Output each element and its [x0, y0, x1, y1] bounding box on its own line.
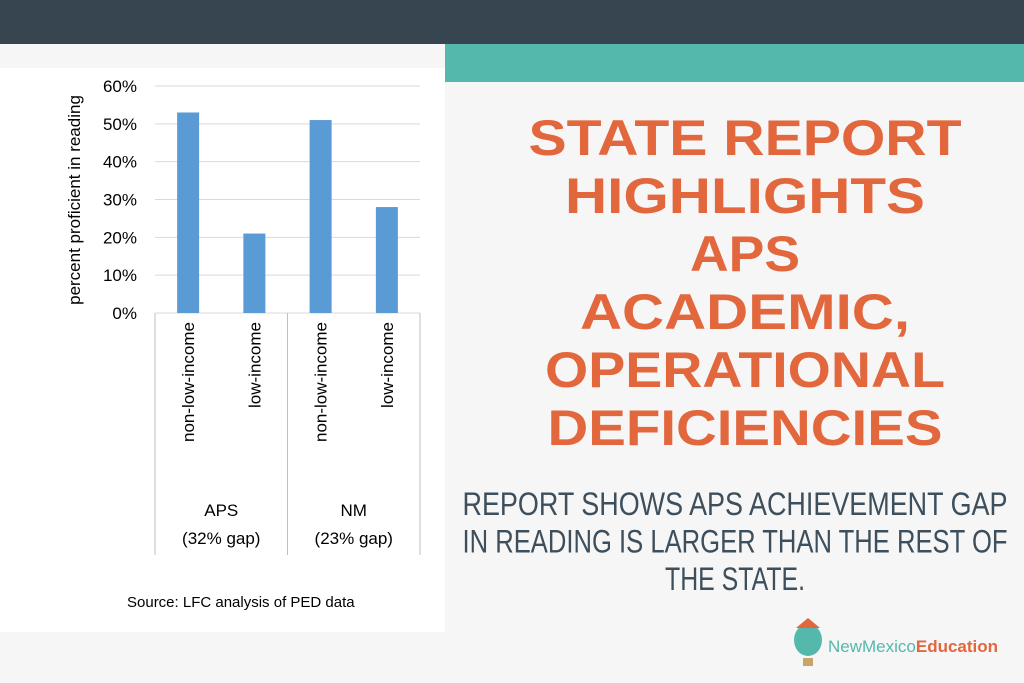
subhead-line: IN READING IS LARGER THAN THE REST OF — [463, 524, 1008, 560]
y-axis-label: percent proficient in reading — [65, 95, 84, 305]
logo-part1: NewMexico — [828, 637, 916, 656]
top-bar — [0, 0, 1024, 44]
balloon — [794, 624, 822, 656]
x-tick-label: low-income — [245, 322, 264, 408]
group-label: APS — [204, 501, 238, 520]
y-tick-label: 0% — [112, 304, 137, 323]
bar — [243, 233, 266, 313]
group-label: NM — [341, 501, 367, 520]
y-tick-label: 60% — [103, 77, 137, 96]
logo-text: NewMexicoEducation — [828, 637, 998, 656]
y-tick-label: 50% — [103, 115, 137, 134]
balloon-cap — [796, 618, 820, 628]
headline-line: STATE REPORT — [529, 110, 962, 166]
group-label: (23% gap) — [315, 529, 393, 548]
source: Source: LFC analysis of PED data — [127, 594, 355, 611]
headline-line: HIGHLIGHTS — [565, 168, 925, 224]
headline-line: APS — [690, 226, 800, 282]
y-tick-label: 10% — [103, 266, 137, 285]
subhead-line: REPORT SHOWS APS ACHIEVEMENT GAP — [463, 486, 1008, 522]
logo-part2: Education — [916, 637, 998, 656]
accent-bar — [445, 44, 1024, 82]
x-tick-label: low-income — [378, 322, 397, 408]
y-tick-label: 30% — [103, 191, 137, 210]
logo: NewMexicoEducation — [794, 618, 998, 666]
x-tick-label: non-low-income — [312, 322, 331, 442]
headline-line: OPERATIONAL — [545, 342, 945, 398]
basket — [803, 658, 813, 666]
headline-line: ACADEMIC, — [580, 284, 910, 340]
bar — [375, 207, 398, 313]
group-label: (32% gap) — [182, 529, 260, 548]
y-tick-label: 40% — [103, 153, 137, 172]
subhead-line: THE STATE. — [665, 561, 805, 597]
x-tick-label: non-low-income — [179, 322, 198, 442]
bar — [309, 120, 332, 313]
bar — [177, 112, 200, 313]
y-tick-label: 20% — [103, 228, 137, 247]
headline-line: DEFICIENCIES — [548, 400, 943, 456]
